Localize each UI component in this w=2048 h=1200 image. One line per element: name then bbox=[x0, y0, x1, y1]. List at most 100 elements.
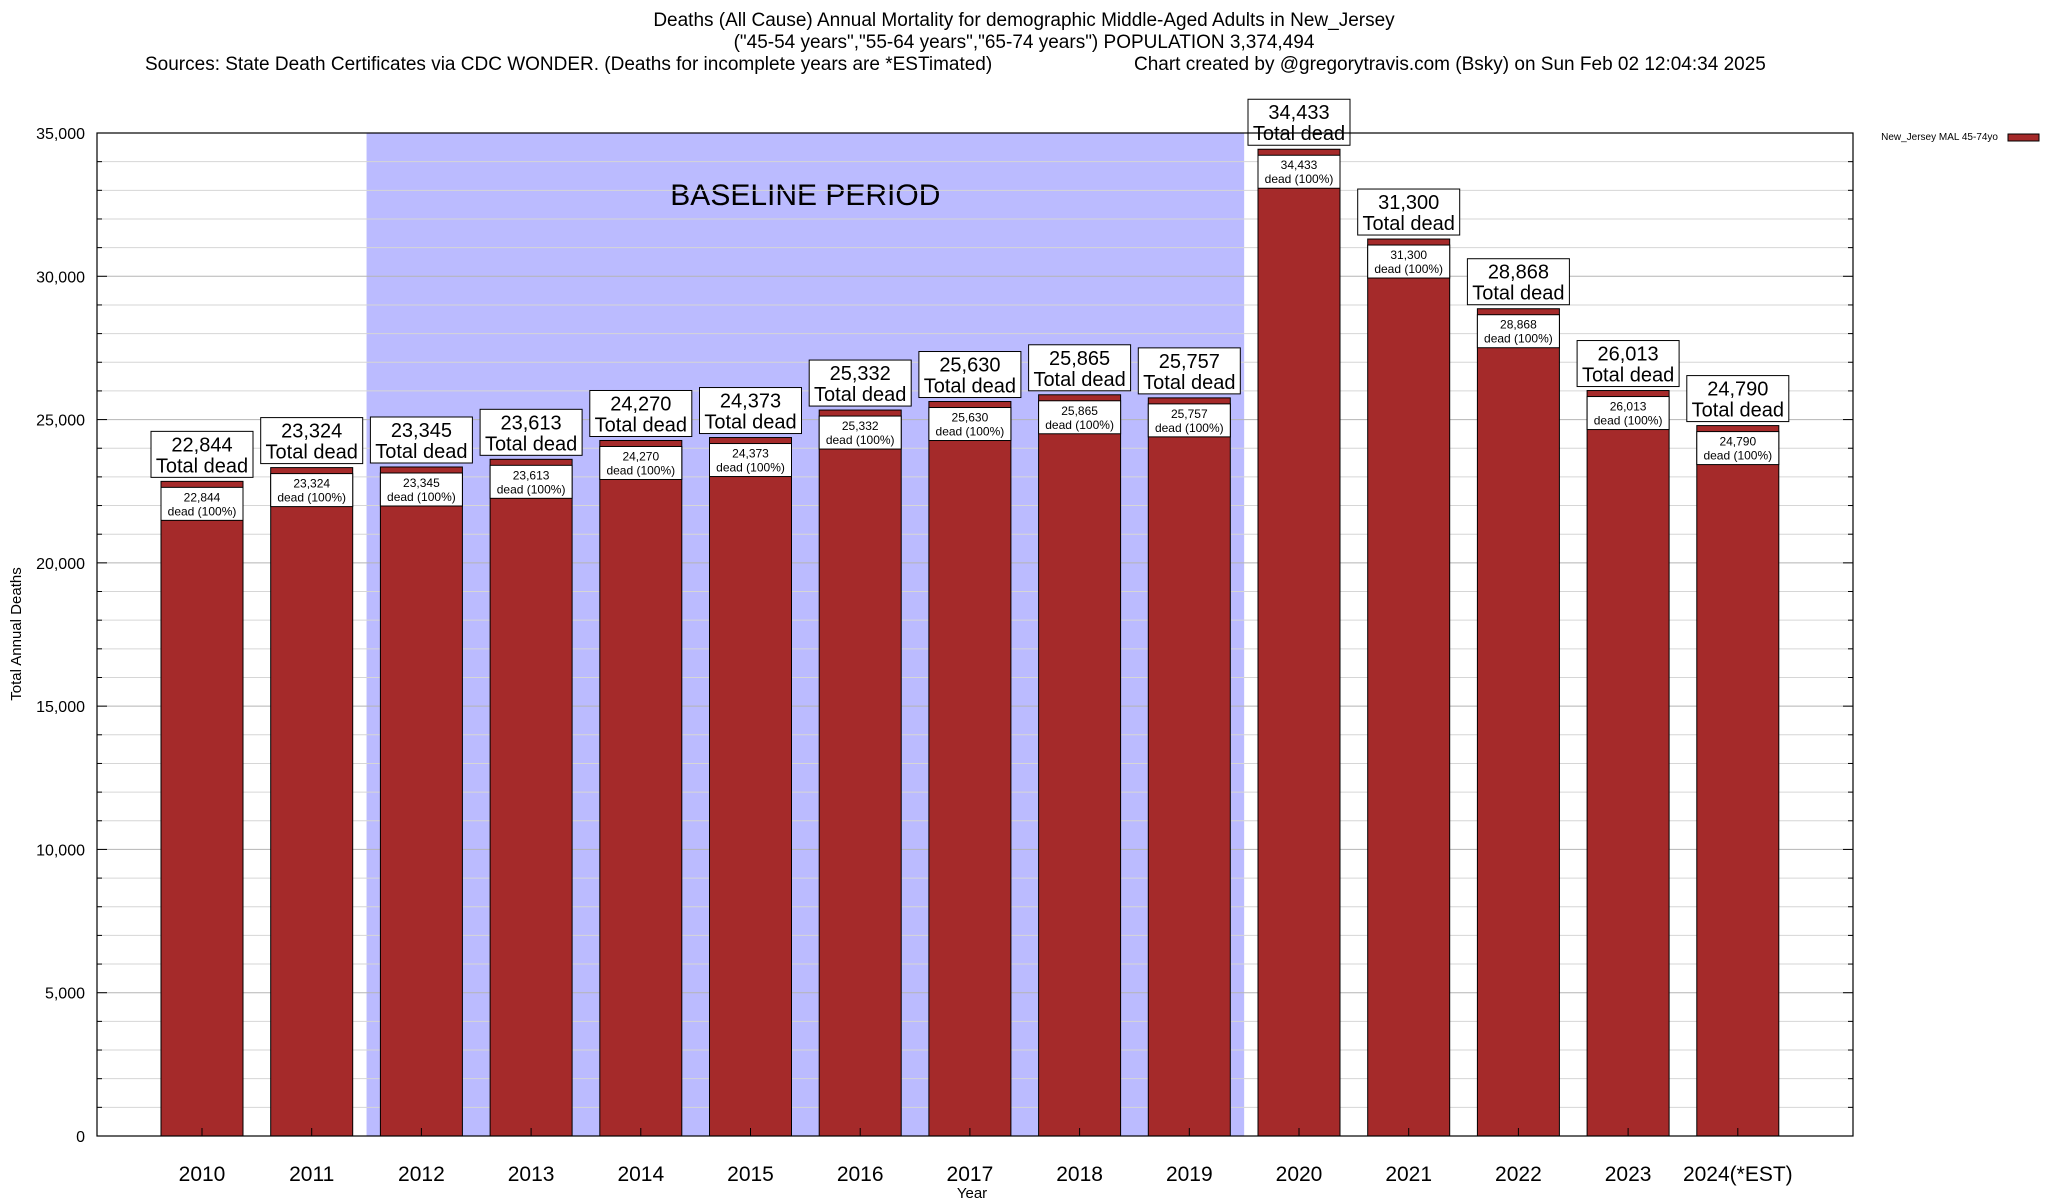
y-tick-label-0: 0 bbox=[76, 1129, 85, 1146]
inner-label-box-2012 bbox=[379, 472, 463, 507]
bar-2010 bbox=[160, 480, 244, 1137]
top-suffix-label-2023: Total dead bbox=[1582, 365, 1674, 387]
inner-label-box-2024(*EST) bbox=[1696, 431, 1780, 466]
top-value-label-2015: 24,373 bbox=[720, 391, 781, 413]
inner-value-label-2020: 34,433 bbox=[1281, 158, 1318, 172]
top-label-box-2014 bbox=[589, 389, 693, 437]
inner-suffix-label-2018: dead (100%) bbox=[1045, 418, 1114, 432]
top-label-box-2022 bbox=[1466, 258, 1570, 306]
inner-suffix-label-2024(*EST): dead (100%) bbox=[1703, 449, 1772, 463]
top-suffix-label-2010: Total dead bbox=[156, 455, 248, 477]
top-suffix-label-2014: Total dead bbox=[595, 414, 687, 436]
top-label-box-2012 bbox=[369, 416, 473, 464]
inner-suffix-label-2013: dead (100%) bbox=[497, 482, 566, 496]
inner-value-label-2021: 31,300 bbox=[1390, 248, 1427, 262]
x-tick-label-2020: 2020 bbox=[1276, 1163, 1323, 1186]
legend-swatch bbox=[2007, 133, 2040, 142]
top-value-label-2014: 24,270 bbox=[610, 393, 671, 415]
top-value-label-2011: 23,324 bbox=[281, 421, 342, 443]
top-suffix-label-2021: Total dead bbox=[1363, 213, 1455, 235]
bar-2013 bbox=[489, 458, 573, 1137]
top-value-label-2023: 26,013 bbox=[1598, 344, 1659, 366]
chart-sources: Sources: State Death Certificates via CD… bbox=[145, 54, 993, 75]
inner-label-box-2022 bbox=[1476, 314, 1560, 349]
inner-label-box-2017 bbox=[928, 407, 1012, 442]
chart-title: Deaths (All Cause) Annual Mortality for … bbox=[653, 10, 1395, 31]
y-tick-label-5: 25,000 bbox=[36, 413, 85, 430]
top-value-label-2017: 25,630 bbox=[939, 355, 1000, 377]
bars bbox=[160, 148, 1780, 1137]
plot-frame bbox=[96, 132, 1854, 1137]
inner-value-label-2016: 25,332 bbox=[842, 419, 879, 433]
x-tick-label-2017: 2017 bbox=[947, 1163, 994, 1186]
bar-2023 bbox=[1586, 390, 1670, 1137]
legend: New_Jersey MAL 45-74yo bbox=[1881, 132, 2040, 143]
inner-value-label-2023: 26,013 bbox=[1610, 400, 1647, 414]
inner-value-label-2013: 23,613 bbox=[513, 468, 550, 482]
bar-2011 bbox=[270, 467, 354, 1137]
top-suffix-label-2012: Total dead bbox=[375, 441, 467, 463]
inner-label-box-2014 bbox=[599, 445, 683, 480]
inner-label-box-2020 bbox=[1257, 154, 1341, 189]
x-tick-label-2022: 2022 bbox=[1495, 1163, 1542, 1186]
top-suffix-label-2011: Total dead bbox=[266, 442, 358, 464]
top-value-label-2020: 34,433 bbox=[1268, 102, 1329, 124]
inner-suffix-label-2012: dead (100%) bbox=[387, 490, 456, 504]
top-label-box-2018 bbox=[1028, 344, 1132, 392]
x-tick-label-2014: 2014 bbox=[617, 1163, 664, 1186]
top-suffix-label-2015: Total dead bbox=[704, 412, 796, 434]
x-tick-label-2011: 2011 bbox=[289, 1163, 334, 1186]
top-label-box-2016 bbox=[808, 359, 912, 407]
inner-label-box-2019 bbox=[1147, 403, 1231, 438]
bar-2018 bbox=[1038, 394, 1122, 1137]
top-value-label-2019: 25,757 bbox=[1159, 351, 1220, 373]
inner-label-box-2013 bbox=[489, 464, 573, 499]
y-tick-label-1: 5,000 bbox=[45, 986, 85, 1003]
bar-2022 bbox=[1476, 308, 1560, 1137]
top-value-label-2021: 31,300 bbox=[1378, 192, 1439, 214]
top-value-label-2022: 28,868 bbox=[1488, 262, 1549, 284]
x-tick-label-2019: 2019 bbox=[1166, 1163, 1213, 1186]
bar-2016 bbox=[818, 409, 902, 1137]
axes: 2010 2011 2012 2013 2014 2015 2016 2017 2018 2019… bbox=[8, 126, 1854, 1200]
inner-label-box-2011 bbox=[270, 473, 354, 508]
legend-series-name: New_Jersey MAL 45-74yo bbox=[1881, 132, 1998, 143]
x-tick-label-2023: 2023 bbox=[1605, 1163, 1652, 1186]
y-tick-label-3: 15,000 bbox=[36, 699, 85, 716]
top-label-box-2021 bbox=[1357, 188, 1461, 236]
top-suffix-label-2022: Total dead bbox=[1472, 283, 1564, 305]
top-label-box-2011 bbox=[260, 417, 364, 465]
top-label-box-2019 bbox=[1137, 347, 1241, 395]
bar-2014 bbox=[599, 439, 683, 1137]
inner-suffix-label-2019: dead (100%) bbox=[1155, 421, 1224, 435]
inner-suffix-label-2016: dead (100%) bbox=[826, 433, 895, 447]
top-label-box-2010 bbox=[150, 430, 254, 478]
x-tick-label-2015: 2015 bbox=[727, 1163, 774, 1186]
y-tick-label-7: 35,000 bbox=[36, 126, 85, 143]
top-label-box-2015 bbox=[699, 387, 802, 435]
inner-value-label-2015: 24,373 bbox=[732, 447, 769, 461]
x-tick-label-2012: 2012 bbox=[398, 1163, 445, 1186]
top-value-label-2010: 22,844 bbox=[171, 434, 232, 456]
top-label-box-2020 bbox=[1247, 98, 1351, 146]
top-value-label-2018: 25,865 bbox=[1049, 348, 1110, 370]
y-tick-label-6: 30,000 bbox=[36, 269, 85, 286]
inner-label-box-2021 bbox=[1367, 244, 1451, 279]
top-suffix-label-2016: Total dead bbox=[814, 384, 906, 406]
x-tick-label-2013: 2013 bbox=[508, 1163, 555, 1186]
y-tick-label-4: 20,000 bbox=[36, 556, 85, 573]
top-value-label-2024(*EST): 24,790 bbox=[1707, 379, 1768, 401]
inner-label-box-2016 bbox=[818, 415, 902, 450]
bar-2015 bbox=[709, 437, 792, 1137]
x-tick-label-2024(*EST): 2024(*EST) bbox=[1683, 1163, 1793, 1186]
top-label-box-2023 bbox=[1576, 340, 1680, 388]
inner-value-label-2017: 25,630 bbox=[952, 411, 989, 425]
x-axis-label: Year bbox=[957, 1185, 987, 1200]
top-label-box-2013 bbox=[479, 408, 583, 456]
bar-2024(*EST) bbox=[1696, 425, 1780, 1137]
top-value-label-2013: 23,613 bbox=[501, 412, 562, 434]
bar-2019 bbox=[1147, 397, 1231, 1137]
x-tick-label-2021: 2021 bbox=[1385, 1163, 1432, 1186]
inner-suffix-label-2014: dead (100%) bbox=[606, 463, 675, 477]
